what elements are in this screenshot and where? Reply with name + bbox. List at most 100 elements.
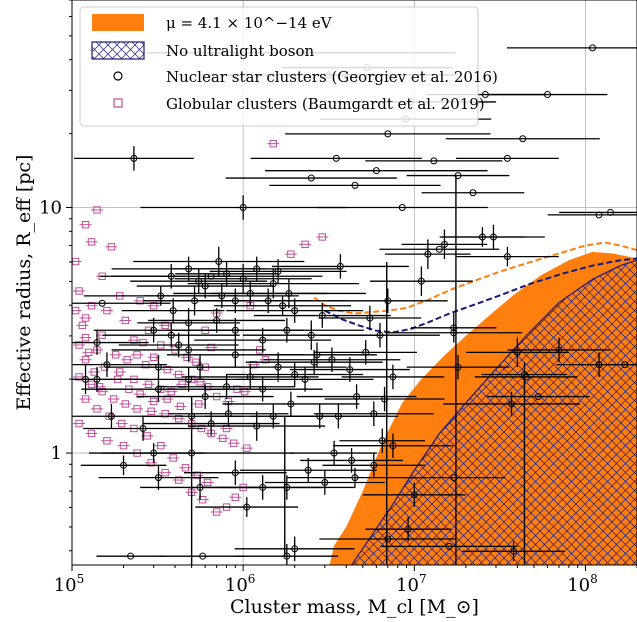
nsc-point [336,262,344,270]
gc-point [161,468,169,477]
gc-point [301,240,309,249]
nsc-point [246,289,254,297]
gc-point [212,508,221,516]
nsc-point [424,250,432,258]
nsc-point [321,479,329,487]
gc-point [195,400,203,408]
nsc-point [410,491,418,499]
x-tick-label: 107 [396,572,427,596]
nsc-point [243,503,251,511]
nsc-point [82,375,90,383]
nsc-point [381,395,389,403]
nsc-point [120,461,128,469]
nsc-point [534,393,542,401]
gc-point [231,493,240,501]
regions [313,241,637,565]
nsc-point [450,329,458,337]
nsc-point [207,420,215,428]
nsc-point [372,167,380,175]
legend-swatch-no-boson [91,41,145,60]
gc-point [169,454,177,462]
nsc-point [215,258,223,266]
gc-point [240,387,249,396]
gc-point [207,343,215,352]
nsc-point [167,331,175,339]
nsc-point [98,299,106,307]
nsc-point [239,204,247,212]
axis-labels: 105 106 107 108 1 10 Cluster mass, M_cl [M_⊙] E… [13,155,598,618]
nsc-point [291,307,299,315]
nsc-point [404,525,412,533]
nsc-point [264,297,272,305]
nsc-point [370,410,378,418]
nsc-point [398,204,406,212]
nsc-point [519,135,527,143]
nsc-point [589,44,597,52]
nsc-point [310,358,318,366]
nsc-point [454,363,462,371]
nsc-point [384,297,392,305]
no-boson-region [350,259,637,565]
nsc-point [555,346,563,354]
gc-point [109,395,118,403]
gc-point [149,353,158,361]
nsc-point [150,449,158,457]
gc-point [111,351,120,359]
gc-point [121,316,130,325]
nsc-point [130,154,138,162]
nsc-point [150,326,158,334]
nsc-point [450,324,458,332]
nsc-point [185,265,193,273]
gc-point [81,220,90,229]
gc-point [174,370,183,379]
gc-point [143,432,151,440]
gc-point [84,348,93,357]
nsc-point [544,91,552,99]
nsc-point [389,442,397,450]
nsc-point [522,373,530,381]
legend-box [79,6,479,127]
legend: μ = 4.1 × 10^−14 eV No ultralight boson Nu… [79,6,498,127]
gc-point [181,464,190,472]
nsc-point [307,331,315,339]
gc-point [136,390,144,398]
nsc-point [231,351,239,359]
nsc-point [389,373,397,381]
legend-label-no_boson: No ultralight boson [166,42,315,60]
nsc-point [384,535,392,543]
ultralight-dashed-line [313,241,637,315]
gc-point [87,238,96,246]
nsc-point [279,302,287,310]
gc-point [161,410,169,418]
nsc-point [351,474,359,482]
gc-point [81,333,90,342]
gc-point [81,314,90,322]
gc-point [123,356,131,364]
nsc-point [103,361,111,369]
gc-point [161,321,169,330]
nsc-point [283,552,291,560]
nsc-point [259,336,267,344]
nsc-point [169,307,177,315]
legend-label-ultralight: μ = 4.1 × 10^−14 eV [166,14,333,32]
nsc-point [185,346,193,354]
nsc-point [283,483,291,491]
gc-point [157,441,165,450]
nsc-point [201,393,209,401]
nsc-point [348,456,356,464]
nsc-point [139,424,147,432]
nsc-point [378,437,386,445]
gc-point [75,341,83,349]
gc-point [219,434,227,443]
gc-point [81,356,90,364]
gc-point [167,387,175,396]
nsc-point [417,277,425,285]
x-tick-label: 105 [54,572,85,596]
nsc-point [351,181,359,189]
nsc-point [274,363,282,371]
nsc-point [291,545,299,553]
gc-point [75,287,83,295]
axis-ticks [66,0,637,571]
nsc-point [191,297,199,305]
